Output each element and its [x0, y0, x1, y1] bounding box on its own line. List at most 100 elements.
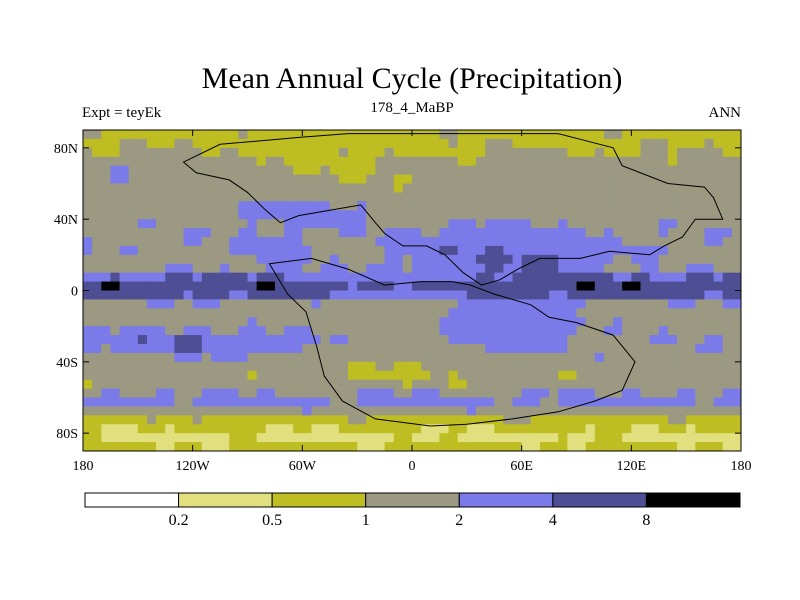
field-cell: [156, 344, 166, 354]
field-cell: [576, 299, 587, 309]
field-cell: [329, 352, 340, 363]
field-cell: [704, 147, 715, 158]
field-cell: [622, 442, 632, 451]
field-cell: [667, 361, 678, 372]
field-cell: [210, 272, 221, 283]
field-cell: [695, 290, 706, 301]
field-cell: [421, 406, 431, 416]
field-cell: [448, 388, 459, 399]
field-cell: [430, 370, 441, 381]
field-cell: [576, 424, 587, 434]
field-cell: [302, 281, 313, 292]
field-cell: [302, 165, 313, 176]
field-cell: [549, 147, 559, 158]
field-cell: [713, 388, 724, 399]
field-cell: [110, 361, 121, 372]
field-cell: [192, 415, 203, 425]
field-cell: [494, 237, 504, 247]
field-cell: [576, 130, 587, 140]
field-cell: [658, 335, 669, 345]
field-cell: [594, 388, 605, 399]
field-cell: [220, 254, 230, 265]
field-cell: [539, 228, 550, 238]
field-cell: [293, 272, 303, 283]
field-cell: [649, 147, 660, 158]
field-cell: [192, 174, 203, 185]
field-cell: [475, 192, 486, 202]
field-cell: [110, 352, 121, 363]
field-cell: [713, 147, 724, 158]
field-cell: [649, 245, 660, 256]
field-cell: [293, 192, 303, 202]
field-cell: [585, 156, 596, 167]
field-cell: [338, 317, 349, 327]
field-cell: [704, 397, 715, 408]
field-cell: [649, 317, 660, 327]
field-cell: [293, 130, 303, 140]
field-cell: [375, 299, 386, 309]
field-cell: [686, 138, 696, 149]
field-cell: [731, 263, 741, 274]
field-cell: [677, 192, 687, 202]
field-cell: [302, 147, 313, 158]
field-cell: [357, 138, 367, 149]
field-cell: [183, 361, 194, 372]
field-cell: [622, 388, 632, 399]
field-cell: [631, 130, 642, 140]
field-cell: [631, 201, 642, 211]
field-cell: [503, 397, 514, 408]
field-cell: [101, 326, 112, 336]
field-cell: [83, 326, 93, 336]
field-cell: [192, 370, 203, 381]
field-cell: [110, 210, 121, 220]
field-cell: [83, 397, 93, 408]
field-cell: [567, 237, 578, 247]
field-cell: [156, 156, 166, 167]
field-cell: [722, 263, 733, 274]
field-cell: [466, 174, 477, 185]
field-cell: [485, 130, 495, 140]
field-cell: [503, 228, 514, 238]
field-cell: [412, 442, 422, 451]
field-cell: [247, 344, 258, 354]
field-cell: [421, 397, 431, 408]
field-cell: [558, 406, 568, 416]
field-cell: [567, 335, 578, 345]
field-cell: [549, 317, 559, 327]
field-cell: [731, 397, 741, 408]
field-cell: [503, 254, 514, 265]
field-cell: [603, 433, 614, 443]
field-cell: [649, 352, 660, 363]
field-cell: [448, 228, 459, 238]
field-cell: [393, 165, 404, 176]
field-cell: [128, 308, 139, 318]
field-cell: [247, 138, 258, 149]
field-cell: [521, 281, 532, 292]
field-cell: [576, 433, 587, 443]
field-cell: [695, 147, 706, 158]
field-cell: [722, 272, 733, 283]
field-cell: [293, 228, 303, 238]
field-cell: [375, 228, 386, 238]
field-cell: [165, 272, 175, 283]
field-cell: [265, 290, 276, 301]
field-cell: [731, 174, 741, 185]
field-cell: [457, 210, 468, 220]
field-cell: [256, 442, 267, 451]
field-cell: [393, 281, 404, 292]
field-cell: [348, 174, 358, 185]
field-cell: [521, 299, 532, 309]
field-cell: [293, 397, 303, 408]
field-cell: [475, 388, 486, 399]
field-cell: [457, 415, 468, 425]
field-cell: [302, 299, 313, 309]
x-tick-label: 120E: [617, 459, 647, 474]
field-cell: [512, 138, 523, 149]
field-cell: [92, 442, 102, 451]
field-cell: [83, 317, 93, 327]
field-cell: [567, 130, 578, 140]
field-cell: [567, 245, 578, 256]
field-cell: [622, 361, 632, 372]
field-cell: [667, 219, 678, 229]
field-cell: [174, 335, 185, 345]
